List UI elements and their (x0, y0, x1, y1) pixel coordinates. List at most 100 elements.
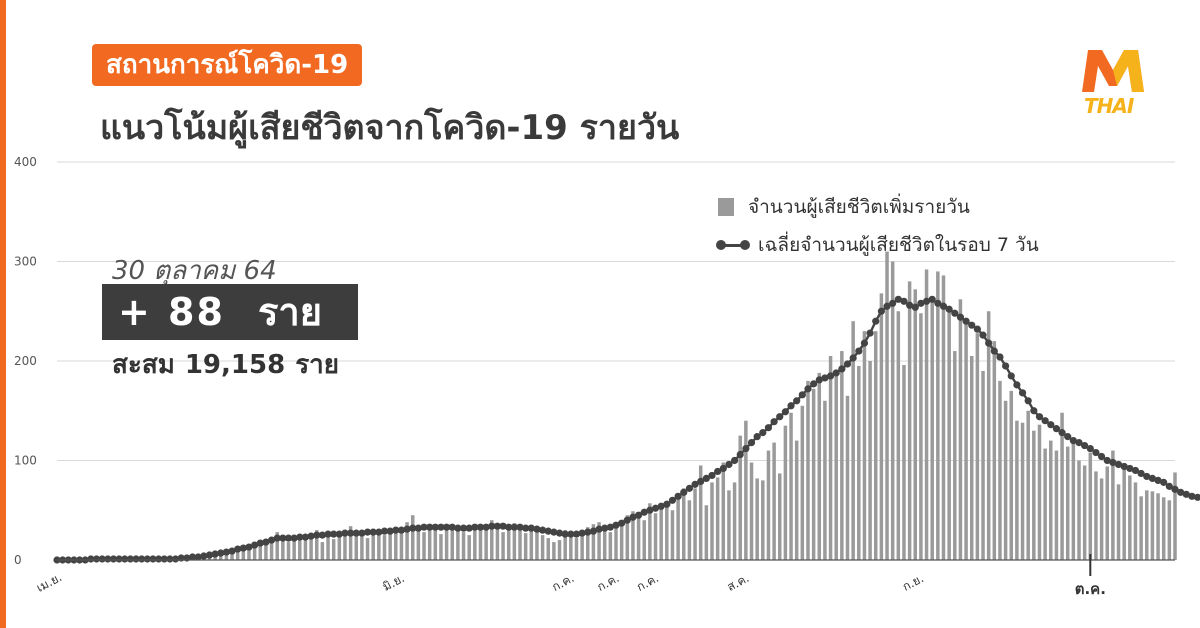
daily-death-bar (303, 540, 308, 560)
daily-death-bar (484, 527, 488, 560)
daily-death-bar (450, 526, 455, 560)
legend-item-bars: จำนวนผู้เสียชีวิตเพิ่มรายวัน (716, 188, 1039, 226)
avg-7day-point (781, 408, 789, 416)
avg-7day-point (290, 534, 298, 542)
plus-sign: + (118, 290, 150, 334)
avg-7day-point (465, 524, 473, 532)
daily-death-bar (749, 462, 754, 560)
avg-7day-point (567, 530, 575, 538)
avg-7day-point (414, 524, 422, 532)
x-tick-label: ก.ค. (634, 571, 661, 594)
daily-death-bar (879, 293, 884, 560)
daily-death-bar (258, 542, 263, 560)
daily-death-bar (518, 529, 522, 560)
daily-death-bar (1082, 465, 1087, 560)
daily-death-bar (789, 412, 793, 560)
avg-7day-point (979, 331, 987, 339)
avg-7day-point (646, 506, 654, 514)
avg-7day-point (657, 502, 665, 510)
daily-death-bar (958, 299, 963, 560)
avg-7day-point (420, 523, 428, 531)
avg-7day-point (188, 553, 197, 561)
avg-7day-point (968, 321, 976, 329)
avg-7day-point (578, 529, 586, 537)
avg-7day-point (267, 536, 276, 544)
avg-7day-point (595, 525, 603, 533)
avg-7day-point (471, 523, 479, 531)
daily-death-bar (574, 538, 579, 560)
avg-7day-point (149, 555, 157, 563)
avg-7day-point (629, 513, 637, 521)
daily-death-bar (326, 537, 330, 560)
avg-7day-point (572, 530, 581, 538)
avg-7day-point (1069, 437, 1077, 445)
daily-death-bar (410, 515, 415, 560)
avg-7day-point (205, 551, 214, 559)
daily-death-bar (399, 531, 404, 560)
daily-death-bar (427, 527, 432, 560)
daily-death-bar (1122, 468, 1126, 560)
avg-7day-point (691, 480, 699, 488)
avg-7day-point (1041, 417, 1049, 425)
daily-death-bar (1015, 420, 1019, 560)
daily-death-bar (715, 477, 720, 560)
daily-death-bar (394, 528, 398, 560)
daily-death-bar (269, 538, 274, 560)
daily-death-bar (608, 532, 613, 560)
avg-7day-point (313, 531, 321, 539)
daily-death-bar (1099, 478, 1104, 560)
daily-death-bar (885, 251, 889, 561)
avg-7day-point (499, 522, 507, 530)
daily-death-bar (941, 275, 946, 560)
daily-death-bar (490, 520, 494, 560)
daily-death-bar (371, 530, 375, 560)
daily-death-bar (1054, 450, 1059, 560)
avg-7day-point (668, 496, 677, 504)
daily-death-bar (975, 333, 980, 560)
avg-7day-point (510, 523, 518, 531)
daily-death-bar (676, 495, 680, 560)
avg-7day-point (358, 529, 366, 537)
daily-death-bar (354, 534, 359, 560)
avg-7day-point (426, 523, 434, 531)
avg-7day-point (939, 302, 948, 310)
avg-7day-point (245, 543, 253, 551)
daily-death-bar (1009, 390, 1014, 560)
avg-7day-point (555, 529, 564, 537)
daily-death-bar (535, 530, 539, 560)
avg-7day-point (606, 523, 614, 531)
avg-7day-point (222, 548, 230, 556)
daily-death-bar (732, 482, 737, 560)
daily-death-bar (947, 311, 951, 560)
avg-7day-point (443, 523, 451, 531)
daily-death-bar (964, 323, 968, 560)
avg-7day-point (985, 339, 993, 347)
x-tick-label: ก.ค. (550, 571, 577, 594)
new-deaths-box: + 88 ราย (102, 284, 358, 340)
avg-7day-point (832, 369, 840, 377)
avg-7day-point (849, 354, 857, 362)
avg-7day-point (928, 295, 936, 303)
avg-7day-point (1024, 397, 1032, 405)
daily-death-bar (953, 351, 957, 560)
avg-7day-point (109, 555, 118, 563)
daily-death-bar (992, 341, 997, 560)
daily-death-bar (602, 530, 607, 560)
avg-7day-point (804, 385, 812, 393)
avg-7day-point (380, 527, 389, 535)
daily-death-bar (275, 532, 279, 560)
avg-7day-point (550, 528, 558, 536)
daily-death-bar (495, 524, 500, 560)
avg-7day-point (1131, 466, 1140, 475)
cumulative-value: 19,158 (184, 350, 286, 380)
avg-7day-point (618, 519, 626, 527)
daily-death-bar (777, 473, 782, 560)
avg-7day-point (505, 523, 513, 531)
avg-7day-point (126, 555, 135, 563)
avg-7day-point (877, 307, 885, 315)
daily-death-bar (631, 511, 635, 560)
daily-death-bar (444, 530, 449, 560)
daily-death-bar (1003, 400, 1008, 560)
daily-death-bar (247, 546, 251, 560)
avg-7day-point (1137, 469, 1145, 478)
